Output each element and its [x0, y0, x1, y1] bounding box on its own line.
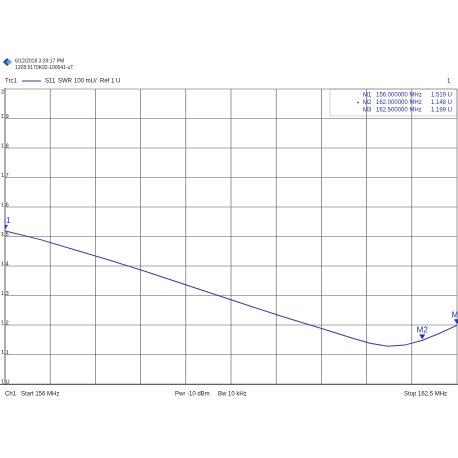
- scale: 100 mU/: [74, 79, 97, 85]
- marker-label: M3: [451, 310, 458, 319]
- ref: Ref 1 U: [100, 79, 120, 85]
- y-tick-label: 1.2: [1, 320, 9, 326]
- marker-name: M2: [363, 100, 372, 106]
- marker-freq: 156.000000 MHz: [376, 93, 422, 99]
- y-tick-label: 1.5: [1, 232, 9, 238]
- y-tick-label: 1 U: [1, 379, 10, 385]
- marker-freq: 162.000000 MHz: [376, 100, 422, 106]
- logo: [3, 58, 12, 66]
- power: Pwr -10 dBm: [175, 392, 210, 398]
- marker-value: 1.199 U: [431, 108, 452, 114]
- bandwidth: Bw 10 kHz: [218, 392, 247, 398]
- stop: Stop 162.5 MHz: [404, 392, 447, 398]
- parameter: S11: [45, 79, 56, 85]
- channel-number: 1: [447, 79, 451, 85]
- marker-value: 1.148 U: [431, 100, 452, 106]
- channel: Ch1: [5, 392, 17, 398]
- y-tick-label: 1.7: [1, 173, 9, 179]
- marker-name: M1: [363, 93, 372, 99]
- y-tick-label: 1.9: [1, 114, 9, 120]
- marker-triangle: [454, 319, 458, 325]
- marker-triangle: [419, 334, 426, 340]
- start: Start 156 MHz: [21, 392, 59, 398]
- y-tick-label: 1.1: [1, 350, 9, 356]
- y-tick-label: 2: [1, 89, 4, 95]
- y-tick-label: 1.4: [1, 261, 9, 267]
- trace-line: [4, 230, 458, 347]
- marker-label: M2: [417, 325, 429, 334]
- marker-value: 1.519 U: [431, 93, 452, 99]
- active-marker-dot: [357, 101, 359, 104]
- y-tick-label: 1.3: [1, 291, 9, 297]
- marker-freq: 162.500000 MHz: [376, 108, 422, 114]
- y-tick-label: 1.6: [1, 202, 9, 208]
- format: SWR: [58, 79, 73, 85]
- marker-box: [329, 88, 458, 117]
- marker-triangle: [5, 224, 8, 230]
- serial: 1328.5170K92-100541-uT: [15, 65, 73, 71]
- date: 6/12/2018 3:39:17 PM: [15, 58, 64, 64]
- y-tick-label: 1.8: [1, 143, 9, 149]
- marker-name: M3: [363, 108, 372, 114]
- marker-label: M1: [0, 216, 11, 225]
- markers: M1 M2 M3: [0, 216, 458, 340]
- trace-name: Trc1: [5, 79, 17, 85]
